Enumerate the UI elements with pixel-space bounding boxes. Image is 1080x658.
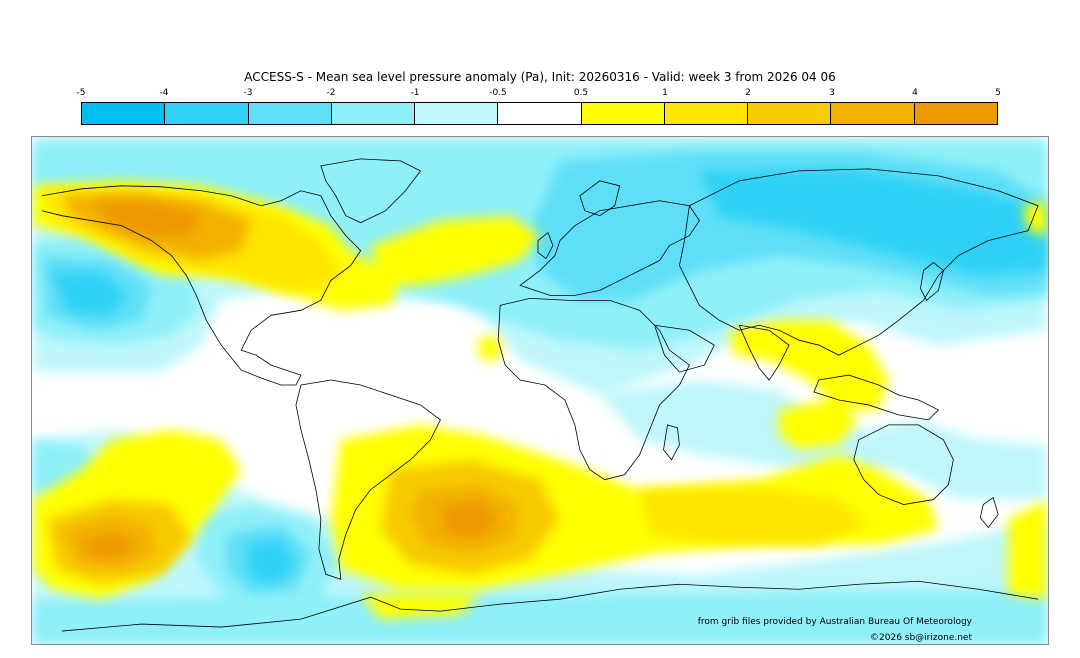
positive-anomaly-southeast-asia	[729, 320, 889, 410]
positive-anomaly-fields-deepest	[81, 200, 501, 560]
colorbar-tick-label: 2	[745, 88, 751, 98]
coastline-europe	[519, 200, 700, 296]
negative-anomaly-south-pacific-deepest	[246, 539, 296, 585]
world-map	[31, 136, 1049, 645]
colorbar-tick-label: -0.5	[489, 88, 507, 98]
colorbar-swatch	[165, 103, 249, 124]
colorbar-legend	[81, 102, 998, 125]
positive-anomaly-pacific-east	[1008, 499, 1047, 600]
coastline-scandinavia	[579, 180, 621, 217]
colorbar-swatch	[581, 103, 665, 124]
negative-anomaly-southern-ocean	[33, 589, 1047, 644]
positive-anomaly-alaska-peak	[91, 200, 202, 239]
colorbar-tick-label: -2	[326, 88, 336, 98]
coastline-arabia	[653, 324, 715, 373]
colorbar-tick-label: -4	[159, 88, 169, 98]
colorbar-tick-label: 0.5	[573, 88, 589, 98]
colorbar-tick-label: -3	[243, 88, 253, 98]
coastline-australia	[853, 424, 954, 505]
coastline-asia	[679, 168, 1039, 356]
negative-anomaly-asia-core	[699, 168, 1047, 276]
colorbar-swatch	[748, 103, 832, 124]
positive-anomaly-north-atlantic	[370, 215, 540, 286]
data-credit: from grib files provided by Australian B…	[697, 617, 972, 627]
coastline-madagascar	[663, 424, 680, 461]
colorbar-swatch	[831, 103, 915, 124]
positive-anomaly-south-indian-mid	[639, 487, 869, 545]
colorbar-swatch	[415, 103, 499, 124]
colorbar-tick-label: 1	[662, 88, 668, 98]
positive-anomaly-south-atlantic-peak	[440, 499, 501, 540]
coastline-north-america	[41, 185, 362, 386]
negative-anomaly-pacific-deepest	[51, 270, 127, 316]
coastline-greenland	[320, 158, 422, 224]
anomaly-fields-deepest	[51, 168, 1047, 585]
coastline-new-zealand	[979, 496, 999, 529]
coastline-uk	[537, 231, 554, 260]
colorbar-swatch	[82, 103, 166, 124]
colorbar-tick-label: -1	[410, 88, 420, 98]
colorbar-swatch	[331, 103, 416, 124]
positive-anomaly-southern-ocean-strip	[360, 594, 481, 620]
colorbar-tick-label: 5	[995, 88, 1001, 98]
coastline-south-america	[295, 379, 441, 580]
positive-anomaly-arctic-east	[1023, 200, 1047, 236]
coastlines	[41, 158, 1039, 632]
colorbar-tick-label: -5	[76, 88, 86, 98]
copyright-notice: ©2026 sb@irizone.net	[870, 633, 972, 643]
positive-anomaly-indian-ocean	[779, 399, 859, 450]
colorbar-swatch	[914, 103, 997, 124]
colorbar-tick-label: 3	[829, 88, 835, 98]
anomaly-map-svg	[33, 137, 1047, 644]
coastline-japan	[920, 261, 944, 301]
coastline-antarctica	[61, 580, 1039, 632]
coastline-maritime-continent	[813, 374, 940, 421]
coastline-india	[738, 324, 790, 381]
colorbar-swatch	[498, 103, 582, 124]
coastline-africa	[497, 297, 690, 481]
positive-anomaly-west-africa	[478, 335, 501, 361]
colorbar-swatch	[664, 103, 749, 124]
colorbar-tick-label: 4	[912, 88, 918, 98]
positive-anomaly-south-pacific-peak	[81, 531, 137, 560]
map-title: ACCESS-S - Mean sea level pressure anoma…	[244, 70, 836, 84]
colorbar-swatch	[248, 103, 332, 124]
